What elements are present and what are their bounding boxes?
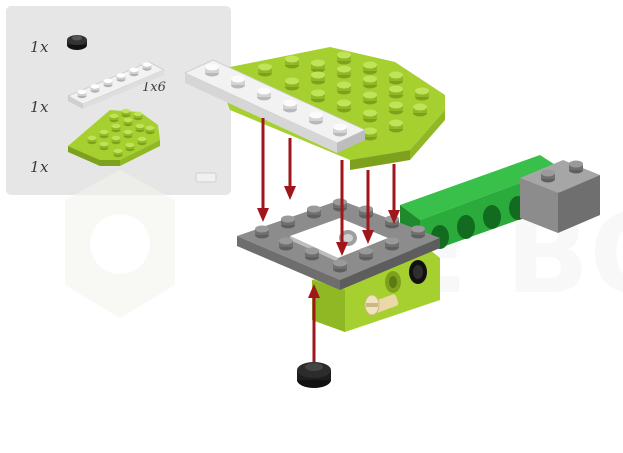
- assembly-arrow-up: [308, 284, 320, 362]
- part-quantity-white-plate: 1x: [30, 98, 50, 116]
- part-quantity-round-plate: 1x: [30, 38, 50, 56]
- round-black-plate: [297, 362, 331, 388]
- assembly-arrows-down: [257, 118, 400, 256]
- tan-axle-pin: [364, 294, 399, 316]
- white-plate-1x6-icon: [67, 61, 165, 109]
- part-size-label: 1x6: [142, 80, 166, 95]
- small-grey-slope-icon: [195, 172, 217, 183]
- lime-wedge-plate-icon: [68, 108, 160, 166]
- part-quantity-wedge-plate: 1x: [30, 158, 50, 176]
- white-plate-1x6: [184, 59, 366, 153]
- grey-brick-1x1: [520, 160, 600, 233]
- round-black-plate-icon: [67, 35, 87, 50]
- lime-base-brick: [312, 250, 440, 332]
- lime-wedge-plate: [215, 47, 445, 170]
